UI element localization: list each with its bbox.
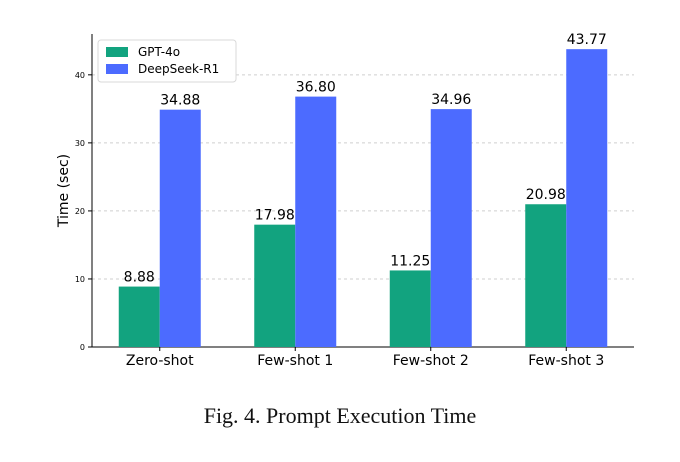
legend-swatch <box>106 64 128 74</box>
bar <box>118 286 160 347</box>
bar-value-label: 34.96 <box>431 92 471 108</box>
bar-value-label: 34.88 <box>160 93 200 109</box>
bar <box>295 96 337 347</box>
y-tick-label: 40 <box>75 71 85 80</box>
y-tick-label: 10 <box>75 275 85 284</box>
y-axis-label: Time (sec) <box>56 154 72 228</box>
x-tick-label: Few-shot 3 <box>528 353 604 369</box>
x-tick-label: Few-shot 2 <box>393 353 469 369</box>
bar <box>525 204 567 347</box>
legend-label: GPT-4o <box>138 45 180 59</box>
y-tick-label: 30 <box>75 139 85 148</box>
figure-caption: Fig. 4. Prompt Execution Time <box>203 403 477 428</box>
bar-value-label: 36.80 <box>296 80 336 96</box>
bar <box>254 224 296 347</box>
bar <box>430 109 472 348</box>
bar-value-label: 8.88 <box>124 270 155 286</box>
x-tick-label: Zero-shot <box>126 353 194 369</box>
y-tick-label: 20 <box>75 207 85 216</box>
bar-value-label: 11.25 <box>390 253 430 269</box>
y-tick-label: 0 <box>80 343 85 352</box>
bar <box>159 109 201 348</box>
legend <box>97 39 237 83</box>
x-tick-label: Few-shot 1 <box>257 353 333 369</box>
bar-value-label: 43.77 <box>567 32 607 48</box>
bar <box>566 49 608 347</box>
legend-label: DeepSeek-R1 <box>138 62 219 76</box>
bar-chart: 0 10 20 30 40 Time (sec) 8.88 34.88 Zero-shot 17.… <box>56 32 634 369</box>
legend-swatch <box>106 47 128 57</box>
bar-value-label: 20.98 <box>526 187 566 203</box>
bar <box>389 270 431 347</box>
bar-value-label: 17.98 <box>255 208 295 224</box>
